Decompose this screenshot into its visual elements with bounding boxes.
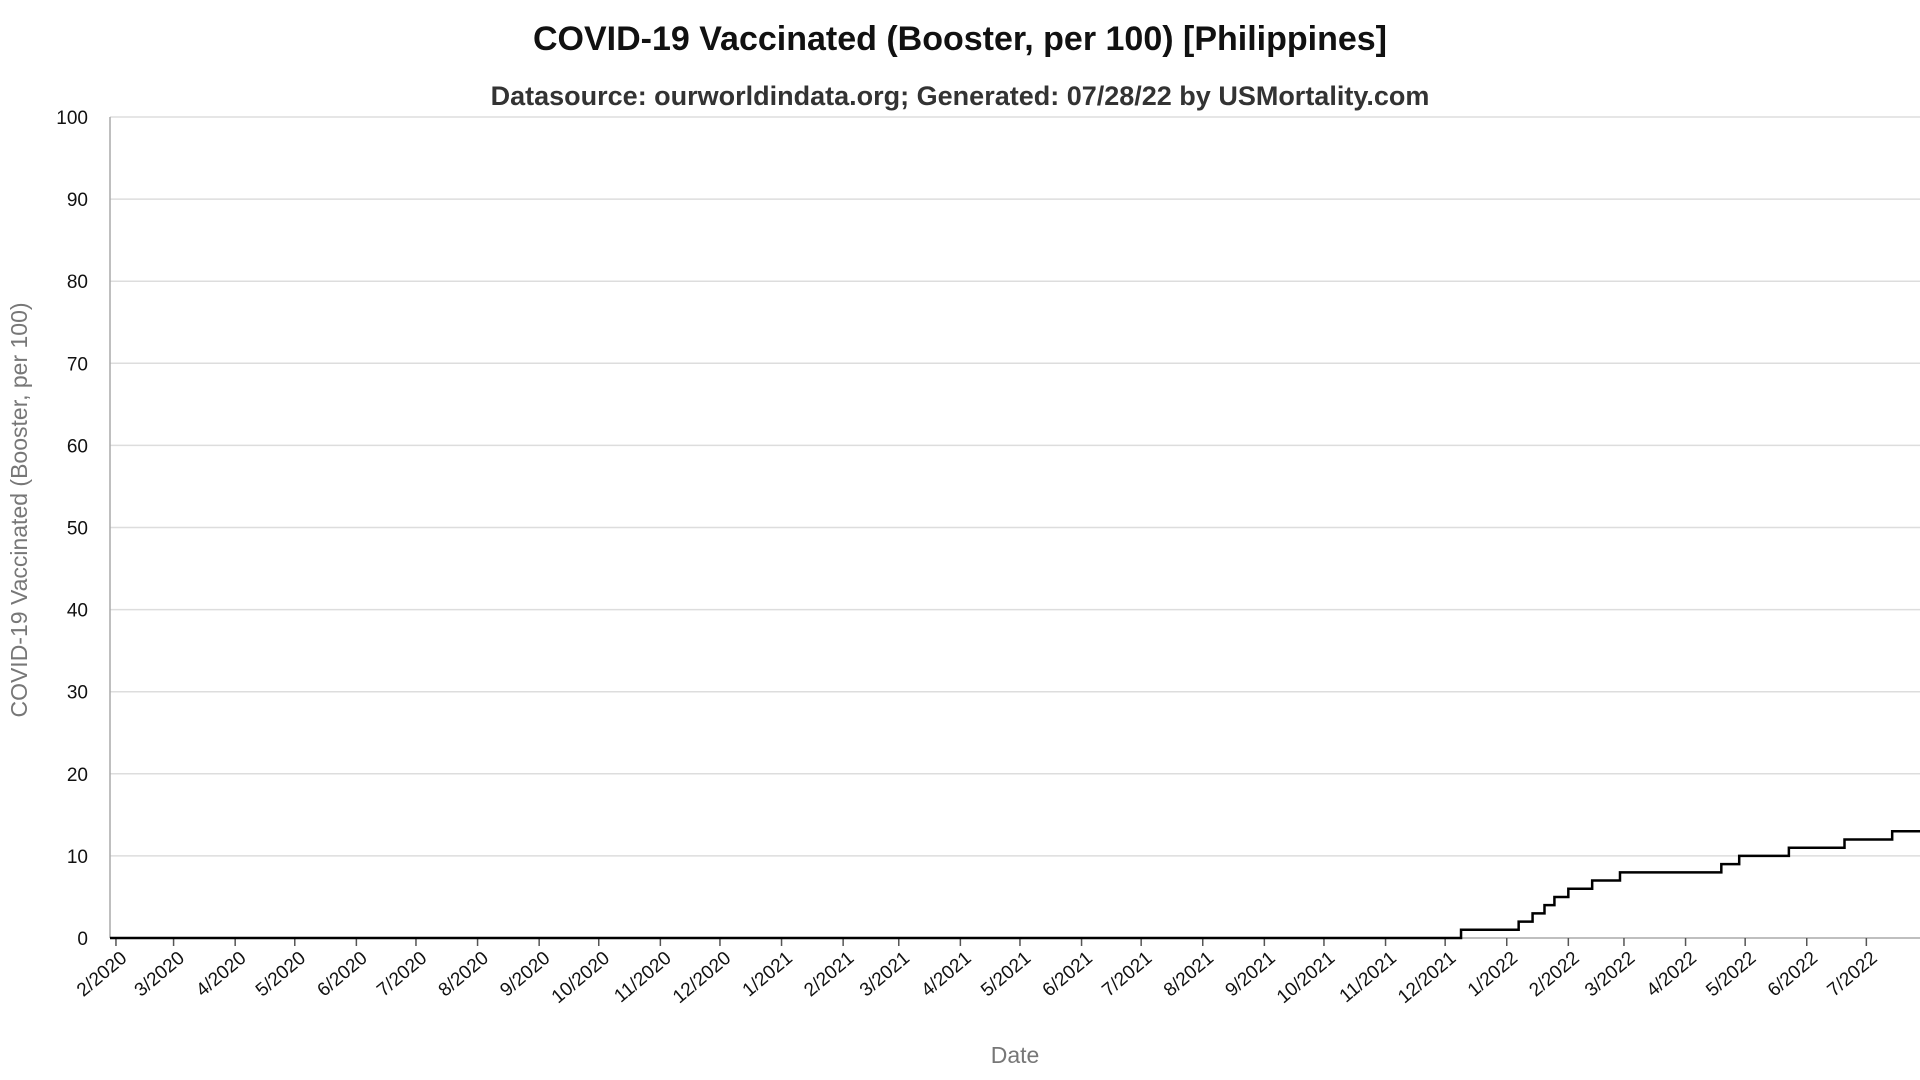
x-tick-label: 3/2020: [131, 948, 189, 1001]
y-tick-label: 100: [56, 108, 88, 129]
grid-lines: [110, 116, 1920, 857]
x-tick-label: 7/2020: [373, 948, 431, 1001]
x-tick-label: 6/2021: [1039, 948, 1097, 1001]
y-tick-label: 60: [67, 436, 88, 457]
x-tick-label: 10/2021: [1273, 948, 1339, 1008]
x-tick-label: 7/2021: [1098, 948, 1156, 1001]
x-tick-label: 5/2022: [1702, 948, 1760, 1001]
y-tick-label: 40: [67, 601, 88, 622]
x-tick-label: 1/2021: [739, 948, 797, 1001]
x-tick-label: 8/2020: [435, 948, 493, 1001]
y-tick-label: 0: [77, 929, 88, 950]
x-tick-label: 1/2022: [1464, 948, 1522, 1001]
x-tick-label: 6/2020: [314, 948, 372, 1001]
x-tick-label: 2/2022: [1526, 948, 1584, 1001]
x-tick-label: 3/2022: [1581, 948, 1639, 1001]
x-tick-label: 11/2021: [1336, 948, 1401, 1007]
x-tick-label: 11/2020: [611, 948, 676, 1007]
x-tick-label: 4/2021: [918, 948, 976, 1001]
x-tick-label: 9/2021: [1222, 948, 1280, 1001]
x-tick-label: 10/2020: [548, 948, 614, 1008]
x-tick-label: 2/2020: [73, 948, 131, 1001]
y-tick-label: 50: [67, 519, 88, 540]
y-tick-label: 30: [67, 683, 88, 704]
y-tick-label: 90: [67, 190, 88, 211]
y-axis-label: COVID-19 Vaccinated (Booster, per 100): [6, 302, 32, 717]
x-axis-ticks: 2/2020 3/2020 4/2020 5/2020 6/2020 7/2020 8/20…: [73, 938, 1882, 1008]
series-line-booster: [110, 830, 1920, 940]
x-tick-label: 4/2020: [192, 948, 250, 1001]
y-tick-label: 80: [67, 272, 88, 293]
x-axis-label: Date: [991, 1042, 1040, 1068]
x-tick-label: 5/2021: [977, 948, 1035, 1001]
x-tick-label: 12/2021: [1394, 948, 1460, 1008]
x-tick-label: 7/2022: [1824, 948, 1882, 1001]
y-axis-ticks: 0 10 20 30 40 50 60 70 80 90 100: [56, 108, 88, 950]
y-tick-label: 20: [67, 765, 88, 786]
x-tick-label: 5/2020: [252, 948, 310, 1001]
chart-title: COVID-19 Vaccinated (Booster, per 100) […: [533, 20, 1387, 58]
series-layer: [110, 830, 1920, 940]
x-tick-label: 12/2020: [669, 948, 735, 1008]
chart-subtitle: Datasource: ourworldindata.org; Generate…: [491, 81, 1430, 111]
y-tick-label: 70: [67, 354, 88, 375]
x-tick-label: 6/2022: [1764, 948, 1822, 1001]
y-tick-label: 10: [67, 847, 88, 868]
x-tick-label: 9/2020: [496, 948, 554, 1001]
x-tick-label: 2/2021: [800, 948, 858, 1001]
x-tick-label: 8/2021: [1160, 948, 1218, 1001]
x-tick-label: 3/2021: [856, 948, 914, 1001]
x-tick-label: 4/2022: [1643, 948, 1701, 1001]
